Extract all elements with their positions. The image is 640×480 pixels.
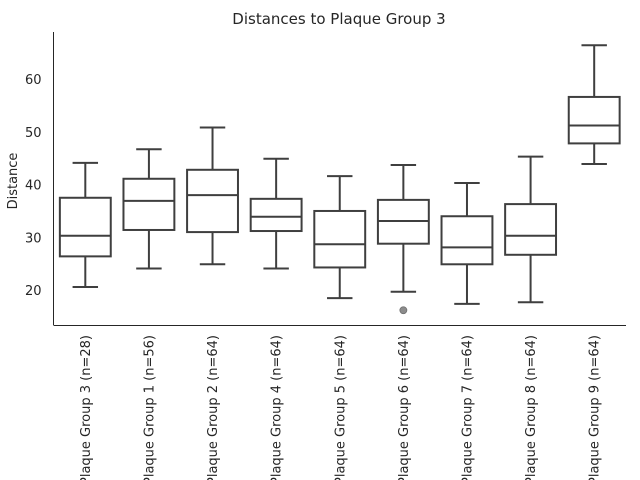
x-tick-label: Plaque Group 2 (n=64) (206, 335, 221, 480)
x-tick-label: Plaque Group 7 (n=64) (460, 335, 475, 480)
y-tick-label: 20 (25, 284, 42, 299)
y-tick-label: 60 (25, 73, 42, 88)
chart-title: Distances to Plaque Group 3 (232, 10, 445, 28)
x-tick-label: Plaque Group 3 (n=28) (79, 335, 94, 480)
x-ticks: Plaque Group 3 (n=28) Plaque Group 1 (n=5… (79, 335, 603, 480)
x-tick-label: Plaque Group 4 (n=64) (270, 335, 285, 480)
y-tick-label: 40 (25, 179, 42, 194)
box (440, 215, 494, 266)
y-tick-label: 50 (25, 126, 42, 141)
y-ticks: 20 30 40 50 60 (25, 73, 42, 299)
y-axis-label: Distance (6, 153, 21, 210)
x-tick-label: Plaque Group 6 (n=64) (397, 335, 412, 480)
x-tick-label: Plaque Group 5 (n=64) (333, 335, 348, 480)
box (58, 196, 112, 258)
box (313, 209, 367, 269)
boxes (58, 44, 621, 315)
box (122, 177, 176, 231)
box (249, 197, 303, 233)
x-tick-label: Plaque Group 9 (n=64) (588, 335, 603, 480)
outlier-point (399, 306, 408, 315)
box (504, 203, 558, 256)
x-tick-label: Plaque Group 8 (n=64) (524, 335, 539, 480)
box (567, 95, 621, 145)
box (186, 168, 239, 234)
y-tick-label: 30 (25, 231, 42, 246)
x-tick-label: Plaque Group 1 (n=56) (142, 335, 157, 480)
